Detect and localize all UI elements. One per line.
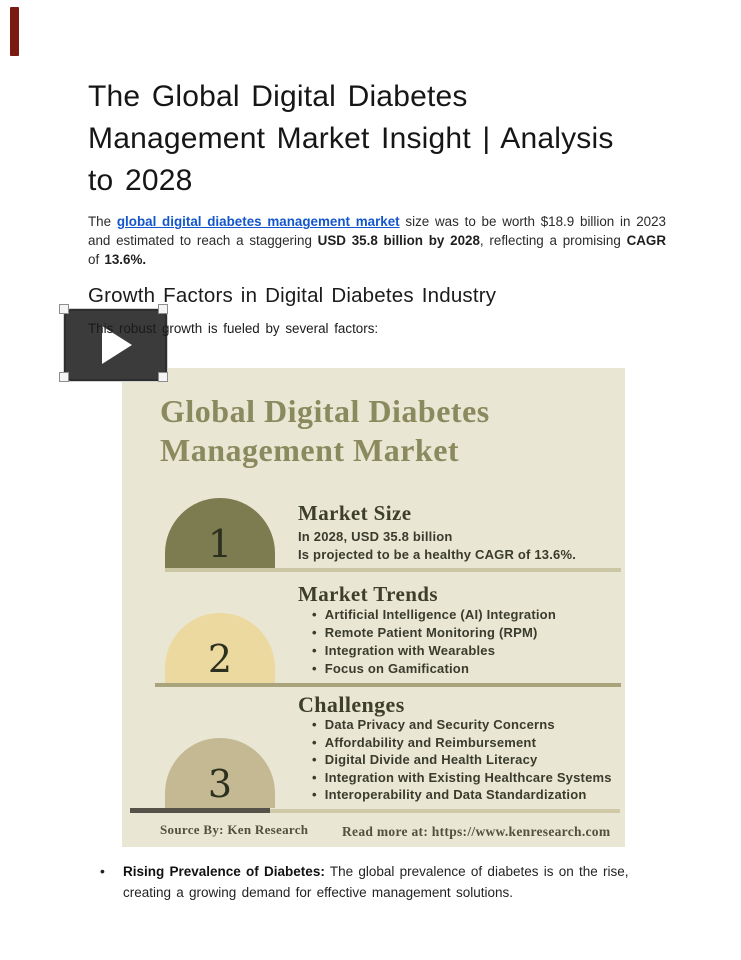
page-title: The Global Digital Diabetes Management M… bbox=[88, 80, 614, 198]
growth-factor-bullet: • Rising Prevalence of Diabetes: The glo… bbox=[100, 861, 662, 903]
section-heading-market-trends: Market Trends bbox=[298, 582, 438, 606]
dome-3: 3 bbox=[165, 738, 275, 808]
bullet-text: Rising Prevalence of Diabetes: The globa… bbox=[123, 861, 662, 903]
intro-paragraph: The global digital diabetes management m… bbox=[88, 212, 666, 269]
video-play-button[interactable] bbox=[64, 309, 167, 381]
infographic-card: Global Digital Diabetes Management Marke… bbox=[122, 368, 625, 847]
list-item: Focus on Gamification bbox=[312, 660, 556, 678]
dome-2-number: 2 bbox=[207, 637, 233, 681]
list-item: Artificial Intelligence (AI) Integration bbox=[312, 606, 556, 624]
dome-1: 1 bbox=[165, 498, 275, 568]
intro-bold-cagr: CAGR bbox=[626, 233, 666, 249]
intro-text-mid3: of bbox=[88, 252, 105, 268]
intro-text-mid1: size was to be worth $18.9 billion in 20… bbox=[88, 214, 666, 249]
list-item: Digital Divide and Health Literacy bbox=[312, 751, 612, 769]
intro-bold-percent: 13.6%. bbox=[104, 252, 147, 268]
market-trends-list: Artificial Intelligence (AI) Integration… bbox=[312, 606, 556, 678]
infographic-title: Global Digital Diabetes Management Marke… bbox=[160, 392, 490, 470]
infographic-title-line2: Management Market bbox=[160, 432, 460, 468]
resize-handle-top-left[interactable] bbox=[59, 304, 69, 314]
play-icon bbox=[102, 326, 132, 364]
bullet-dot: • bbox=[100, 863, 105, 879]
bullet-body-text: The global prevalence of diabetes is on … bbox=[123, 864, 629, 900]
market-size-line2: Is projected to be a healthy CAGR of 13.… bbox=[298, 547, 577, 562]
resize-handle-bottom-left[interactable] bbox=[59, 372, 69, 382]
resize-handle-bottom-right[interactable] bbox=[158, 372, 168, 382]
section-heading-market-size: Market Size bbox=[298, 501, 412, 525]
list-item: Data Privacy and Security Concerns bbox=[312, 716, 612, 734]
resize-handle-top-right[interactable] bbox=[158, 304, 168, 314]
intro-text-pre: The bbox=[88, 214, 117, 230]
list-item: Remote Patient Monitoring (RPM) bbox=[312, 624, 556, 642]
infographic-readmore: Read more at: https://www.kenresearch.co… bbox=[342, 824, 611, 839]
intro-text-mid2: , reflecting a promising bbox=[479, 233, 627, 249]
section-heading-challenges: Challenges bbox=[298, 692, 405, 717]
market-size-line1: In 2028, USD 35.8 billion bbox=[298, 529, 453, 544]
dome-1-number: 1 bbox=[207, 522, 233, 566]
infographic-title-line1: Global Digital Diabetes bbox=[160, 393, 490, 429]
lead-line: This robust growth is fueled by several … bbox=[88, 321, 379, 337]
market-size-text: In 2028, USD 35.8 billion Is projected t… bbox=[298, 528, 576, 564]
dome-2: 2 bbox=[165, 613, 275, 683]
bullet-bold-label: Rising Prevalence of Diabetes: bbox=[123, 864, 325, 879]
list-item: Interoperability and Data Standardizatio… bbox=[312, 786, 612, 804]
challenges-list: Data Privacy and Security Concerns Affor… bbox=[312, 716, 612, 804]
infographic-source: Source By: Ken Research bbox=[160, 822, 309, 837]
divider-1 bbox=[165, 568, 621, 572]
red-flag-marker bbox=[10, 7, 19, 56]
list-item: Affordability and Reimbursement bbox=[312, 734, 612, 752]
divider-3-dark bbox=[130, 808, 270, 813]
market-report-link[interactable]: global digital diabetes management marke… bbox=[116, 214, 400, 230]
growth-factors-heading: Growth Factors in Digital Diabetes Indus… bbox=[88, 284, 497, 307]
list-item: Integration with Existing Healthcare Sys… bbox=[312, 769, 612, 787]
list-item: Integration with Wearables bbox=[312, 642, 556, 660]
divider-3-light bbox=[270, 809, 620, 813]
divider-2 bbox=[155, 683, 621, 687]
intro-bold-forecast: USD 35.8 billion by 2028 bbox=[317, 233, 480, 249]
dome-3-number: 3 bbox=[207, 762, 233, 806]
